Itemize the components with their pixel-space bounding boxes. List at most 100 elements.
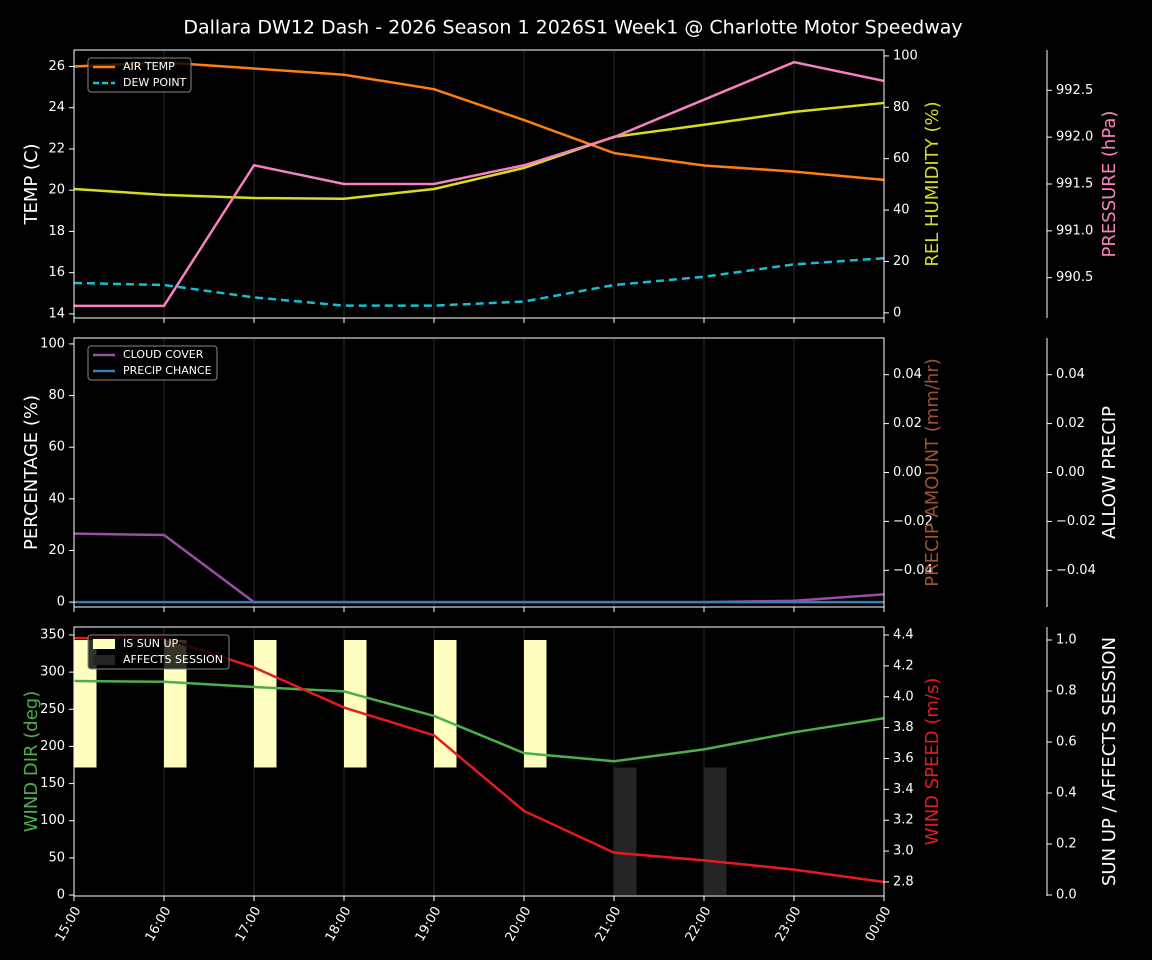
y2-tick-label: 3.8 [893,720,914,735]
y2-tick-label: 40 [893,203,910,218]
x-tick-label: 18:00 [323,904,355,944]
y2-tick-label: 0.00 [893,465,922,480]
bar [164,640,187,768]
y-tick-label: 100 [40,813,65,828]
y2-tick-label: 0.02 [893,416,922,431]
y2-tick-label: 20 [893,254,910,269]
legend-label: AIR TEMP [123,60,175,73]
y-tick-label: 300 [40,665,65,680]
y2-tick-label: 4.2 [893,658,914,673]
bar [614,767,637,895]
y2-tick-label: 3.4 [893,782,914,797]
line [74,60,885,308]
bar [254,640,277,768]
y3-axis-label: PRESSURE (hPa) [1099,111,1120,258]
y-tick-label: 14 [48,306,65,321]
y-tick-label: 0 [57,888,65,903]
y2-tick-label: 80 [893,100,910,115]
y3-tick-label: 0.4 [1056,785,1077,800]
x-tick-label: 22:00 [683,904,715,944]
bar [434,640,457,768]
y3-tick-label: 1.0 [1056,633,1077,648]
legend-label: PRECIP CHANCE [123,364,212,377]
line [73,532,885,604]
plot-frame [73,49,885,319]
y2-tick-label: 0.04 [893,367,922,382]
y2-tick-label: −0.04 [893,563,933,578]
x-tick-label: 20:00 [503,904,535,944]
y2-tick-label: 3.6 [893,751,914,766]
y3-tick-label: 0.04 [1056,367,1085,382]
y3-axis-label: SUN UP / AFFECTS SESSION [1099,637,1120,886]
y3-tick-label: −0.04 [1056,563,1096,578]
line [73,101,885,201]
line [73,679,885,763]
legend-box [87,634,230,670]
legend-label: IS SUN UP [123,637,179,650]
y-tick-label: 40 [48,491,65,506]
y2-tick-label: 3.0 [893,844,914,859]
y-tick-label: 24 [48,100,65,115]
y2-tick-label: 4.0 [893,689,914,704]
y3-tick-label: 0.00 [1056,465,1085,480]
y2-tick-label: 4.4 [893,628,914,643]
y3-tick-label: 0.8 [1056,683,1077,698]
y-tick-label: 350 [40,627,65,642]
x-tick-label: 16:00 [143,904,175,944]
y2-axis-label: WIND SPEED (m/s) [922,678,943,846]
chart-title: Dallara DW12 Dash - 2026 Season 1 2026S1… [183,17,962,39]
y-tick-label: 60 [48,440,65,455]
y-tick-label: 18 [48,224,65,239]
y-axis-label: WIND DIR (deg) [21,691,42,833]
y-tick-label: 20 [48,183,65,198]
x-tick-label: 19:00 [413,904,445,944]
legend-swatch [93,655,115,665]
x-tick-label: 00:00 [863,904,895,944]
y-tick-label: 16 [48,265,65,280]
x-tick-label: 17:00 [233,904,265,944]
bar [704,767,727,895]
y2-axis-label: REL HUMIDITY (%) [922,101,943,266]
y3-tick-label: 992.0 [1056,130,1093,145]
y-axis-label: PERCENTAGE (%) [21,395,42,550]
y-tick-label: 20 [48,543,65,558]
y-tick-label: 250 [40,702,65,717]
y-tick-label: 150 [40,776,65,791]
y3-axis-label: ALLOW PRECIP [1099,406,1120,539]
y2-tick-label: 3.2 [893,813,914,828]
y-tick-label: 22 [48,141,65,156]
bar [74,640,97,768]
y2-tick-label: 60 [893,151,910,166]
bar [524,640,547,768]
line [73,256,885,307]
y-tick-label: 100 [40,336,65,351]
y3-tick-label: 0.0 [1056,887,1077,902]
legend-label: CLOUD COVER [123,348,204,361]
y-tick-label: 26 [48,59,65,74]
line [73,61,885,182]
legend-label: AFFECTS SESSION [123,653,223,666]
y-tick-label: 200 [40,739,65,754]
y2-tick-label: 2.8 [893,874,914,889]
y3-tick-label: 0.2 [1056,836,1077,851]
x-tick-label: 15:00 [53,904,85,944]
bar [344,640,367,768]
y-tick-label: 50 [48,850,65,865]
y2-tick-label: −0.02 [893,514,933,529]
y3-tick-label: 990.5 [1056,270,1093,285]
y2-tick-label: 0 [893,305,901,320]
y2-axis-label: PRECIP AMOUNT (mm/hr) [922,358,943,587]
y2-tick-label: 100 [893,48,918,63]
line [74,636,885,884]
legend-box [87,345,218,381]
y3-tick-label: 992.5 [1056,83,1093,98]
legend-label: DEW POINT [123,76,187,89]
y-axis-label: TEMP (C) [21,143,42,225]
legend-swatch [93,639,115,649]
y3-tick-label: 0.02 [1056,416,1085,431]
y3-tick-label: 991.0 [1056,223,1093,238]
y3-tick-label: 991.5 [1056,177,1093,192]
y-tick-label: 0 [57,595,65,610]
